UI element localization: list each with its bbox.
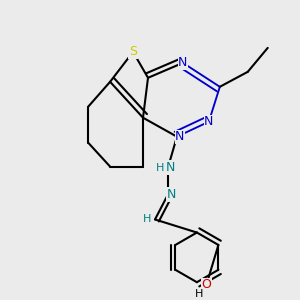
Text: N: N (166, 161, 175, 174)
Text: N: N (167, 188, 176, 201)
Text: N: N (178, 56, 188, 69)
Text: O: O (202, 278, 212, 291)
Text: H: H (195, 289, 203, 299)
Text: H: H (156, 163, 165, 172)
Text: N: N (204, 115, 214, 128)
Text: S: S (129, 45, 137, 58)
Text: N: N (175, 130, 184, 143)
Text: H: H (143, 214, 152, 224)
